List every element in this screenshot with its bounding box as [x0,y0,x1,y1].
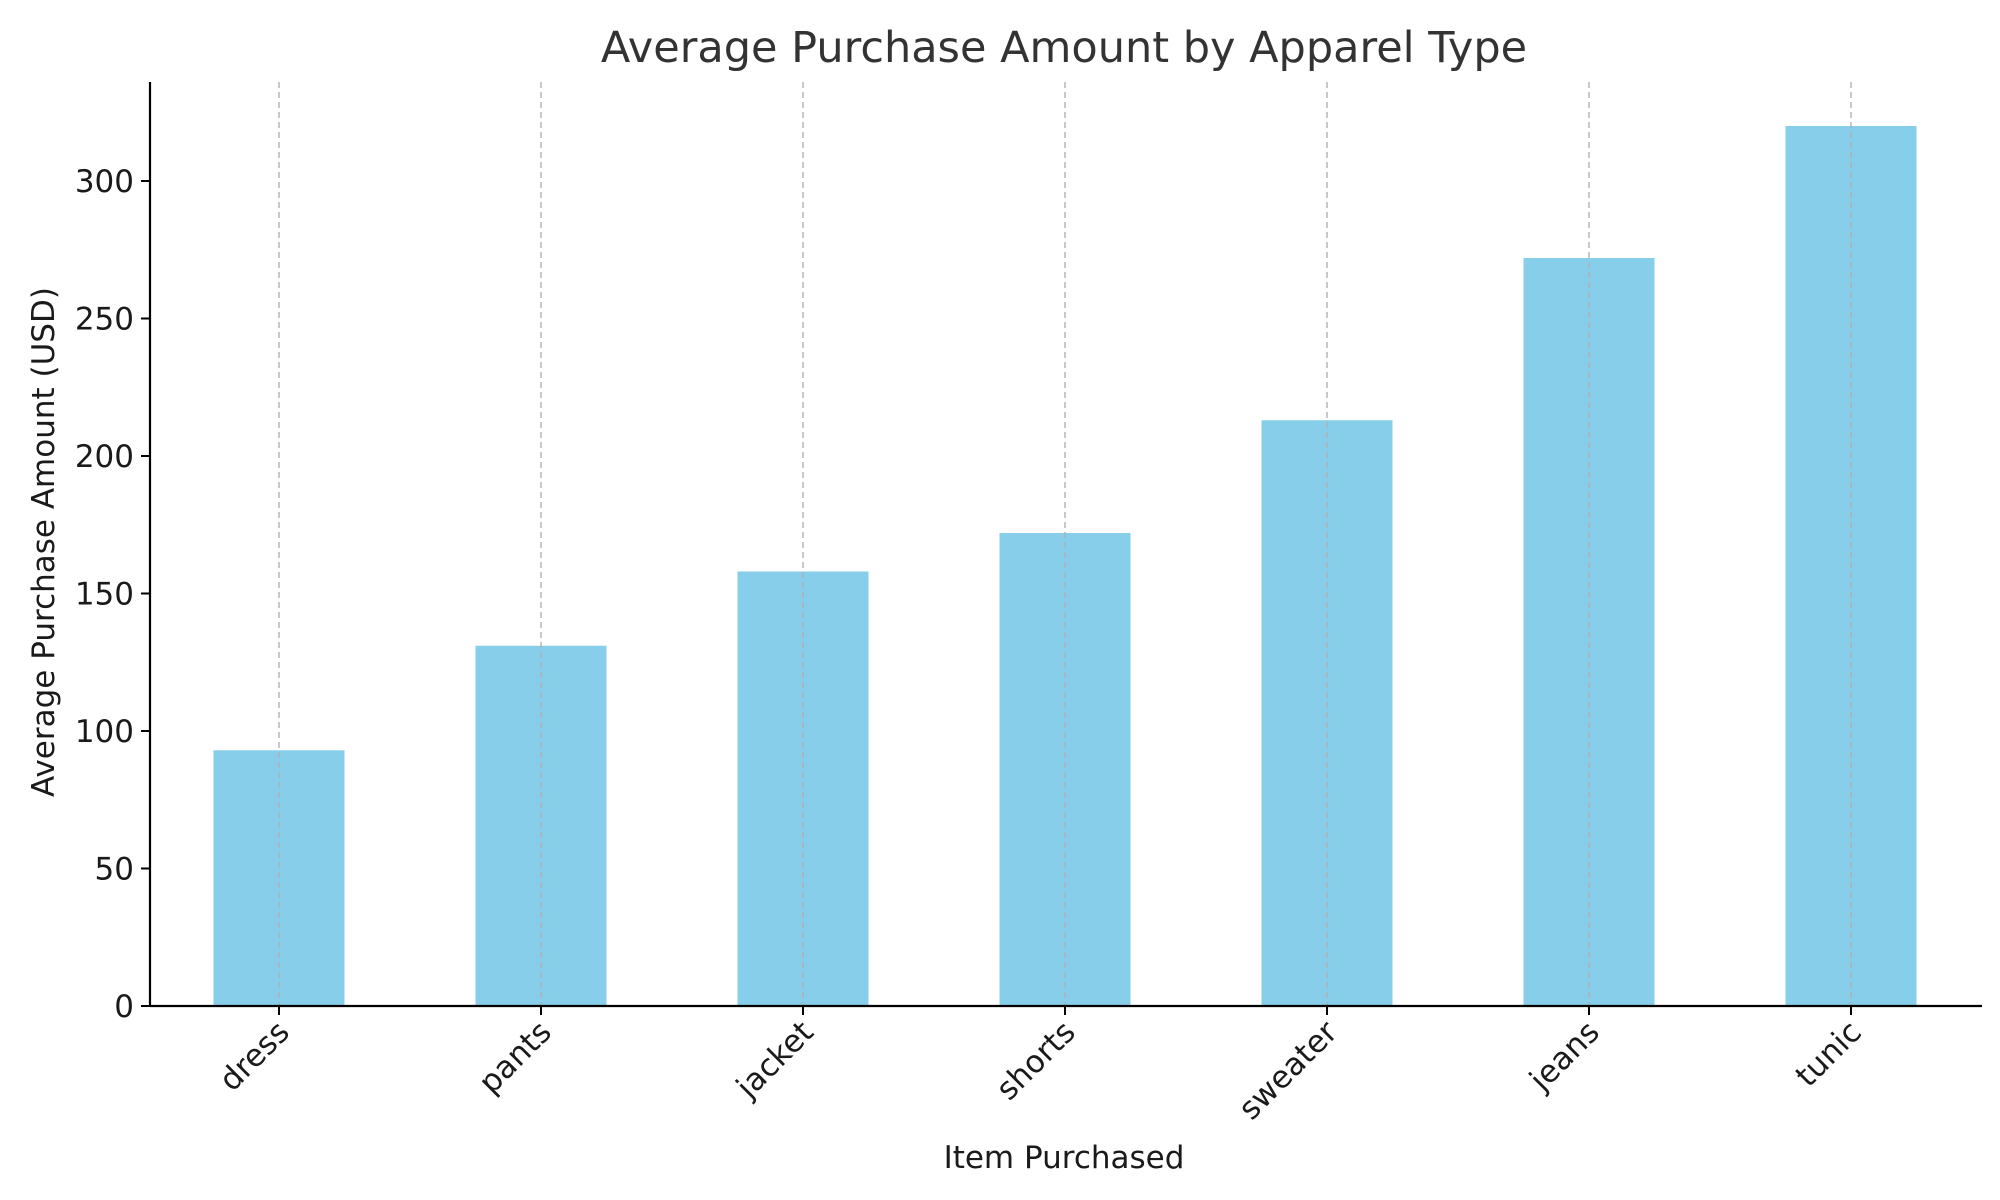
x-axis-ticks: dress pants jacket shorts sweater jeans tunic [212,1006,1869,1127]
x-tick-label-jacket: jacket [729,1014,821,1106]
x-tick-label-dress: dress [212,1014,296,1098]
x-tick-label-pants: pants [472,1014,559,1101]
y-tick-label: 300 [75,164,134,200]
y-tick-label: 0 [114,989,134,1025]
y-tick-label: 100 [75,714,134,750]
y-tick-label: 150 [75,577,134,613]
x-axis-label: Item Purchased [944,1140,1185,1176]
y-tick-label: 50 [95,852,134,888]
y-tick-label: 200 [75,439,134,475]
y-axis-label: Average Purchase Amount (USD) [26,287,62,797]
x-tick-label-tunic: tunic [1789,1014,1869,1094]
x-tick-label-sweater: sweater [1232,1014,1345,1127]
x-tick-label-shorts: shorts [989,1014,1082,1107]
chart-title: Average Purchase Amount by Apparel Type [601,23,1527,73]
x-tick-label-jeans: jeans [1522,1014,1606,1098]
y-axis-ticks: 0 50 100 150 200 250 300 [75,164,150,1025]
y-tick-label: 250 [75,302,134,338]
grid-lines [278,82,1852,1006]
